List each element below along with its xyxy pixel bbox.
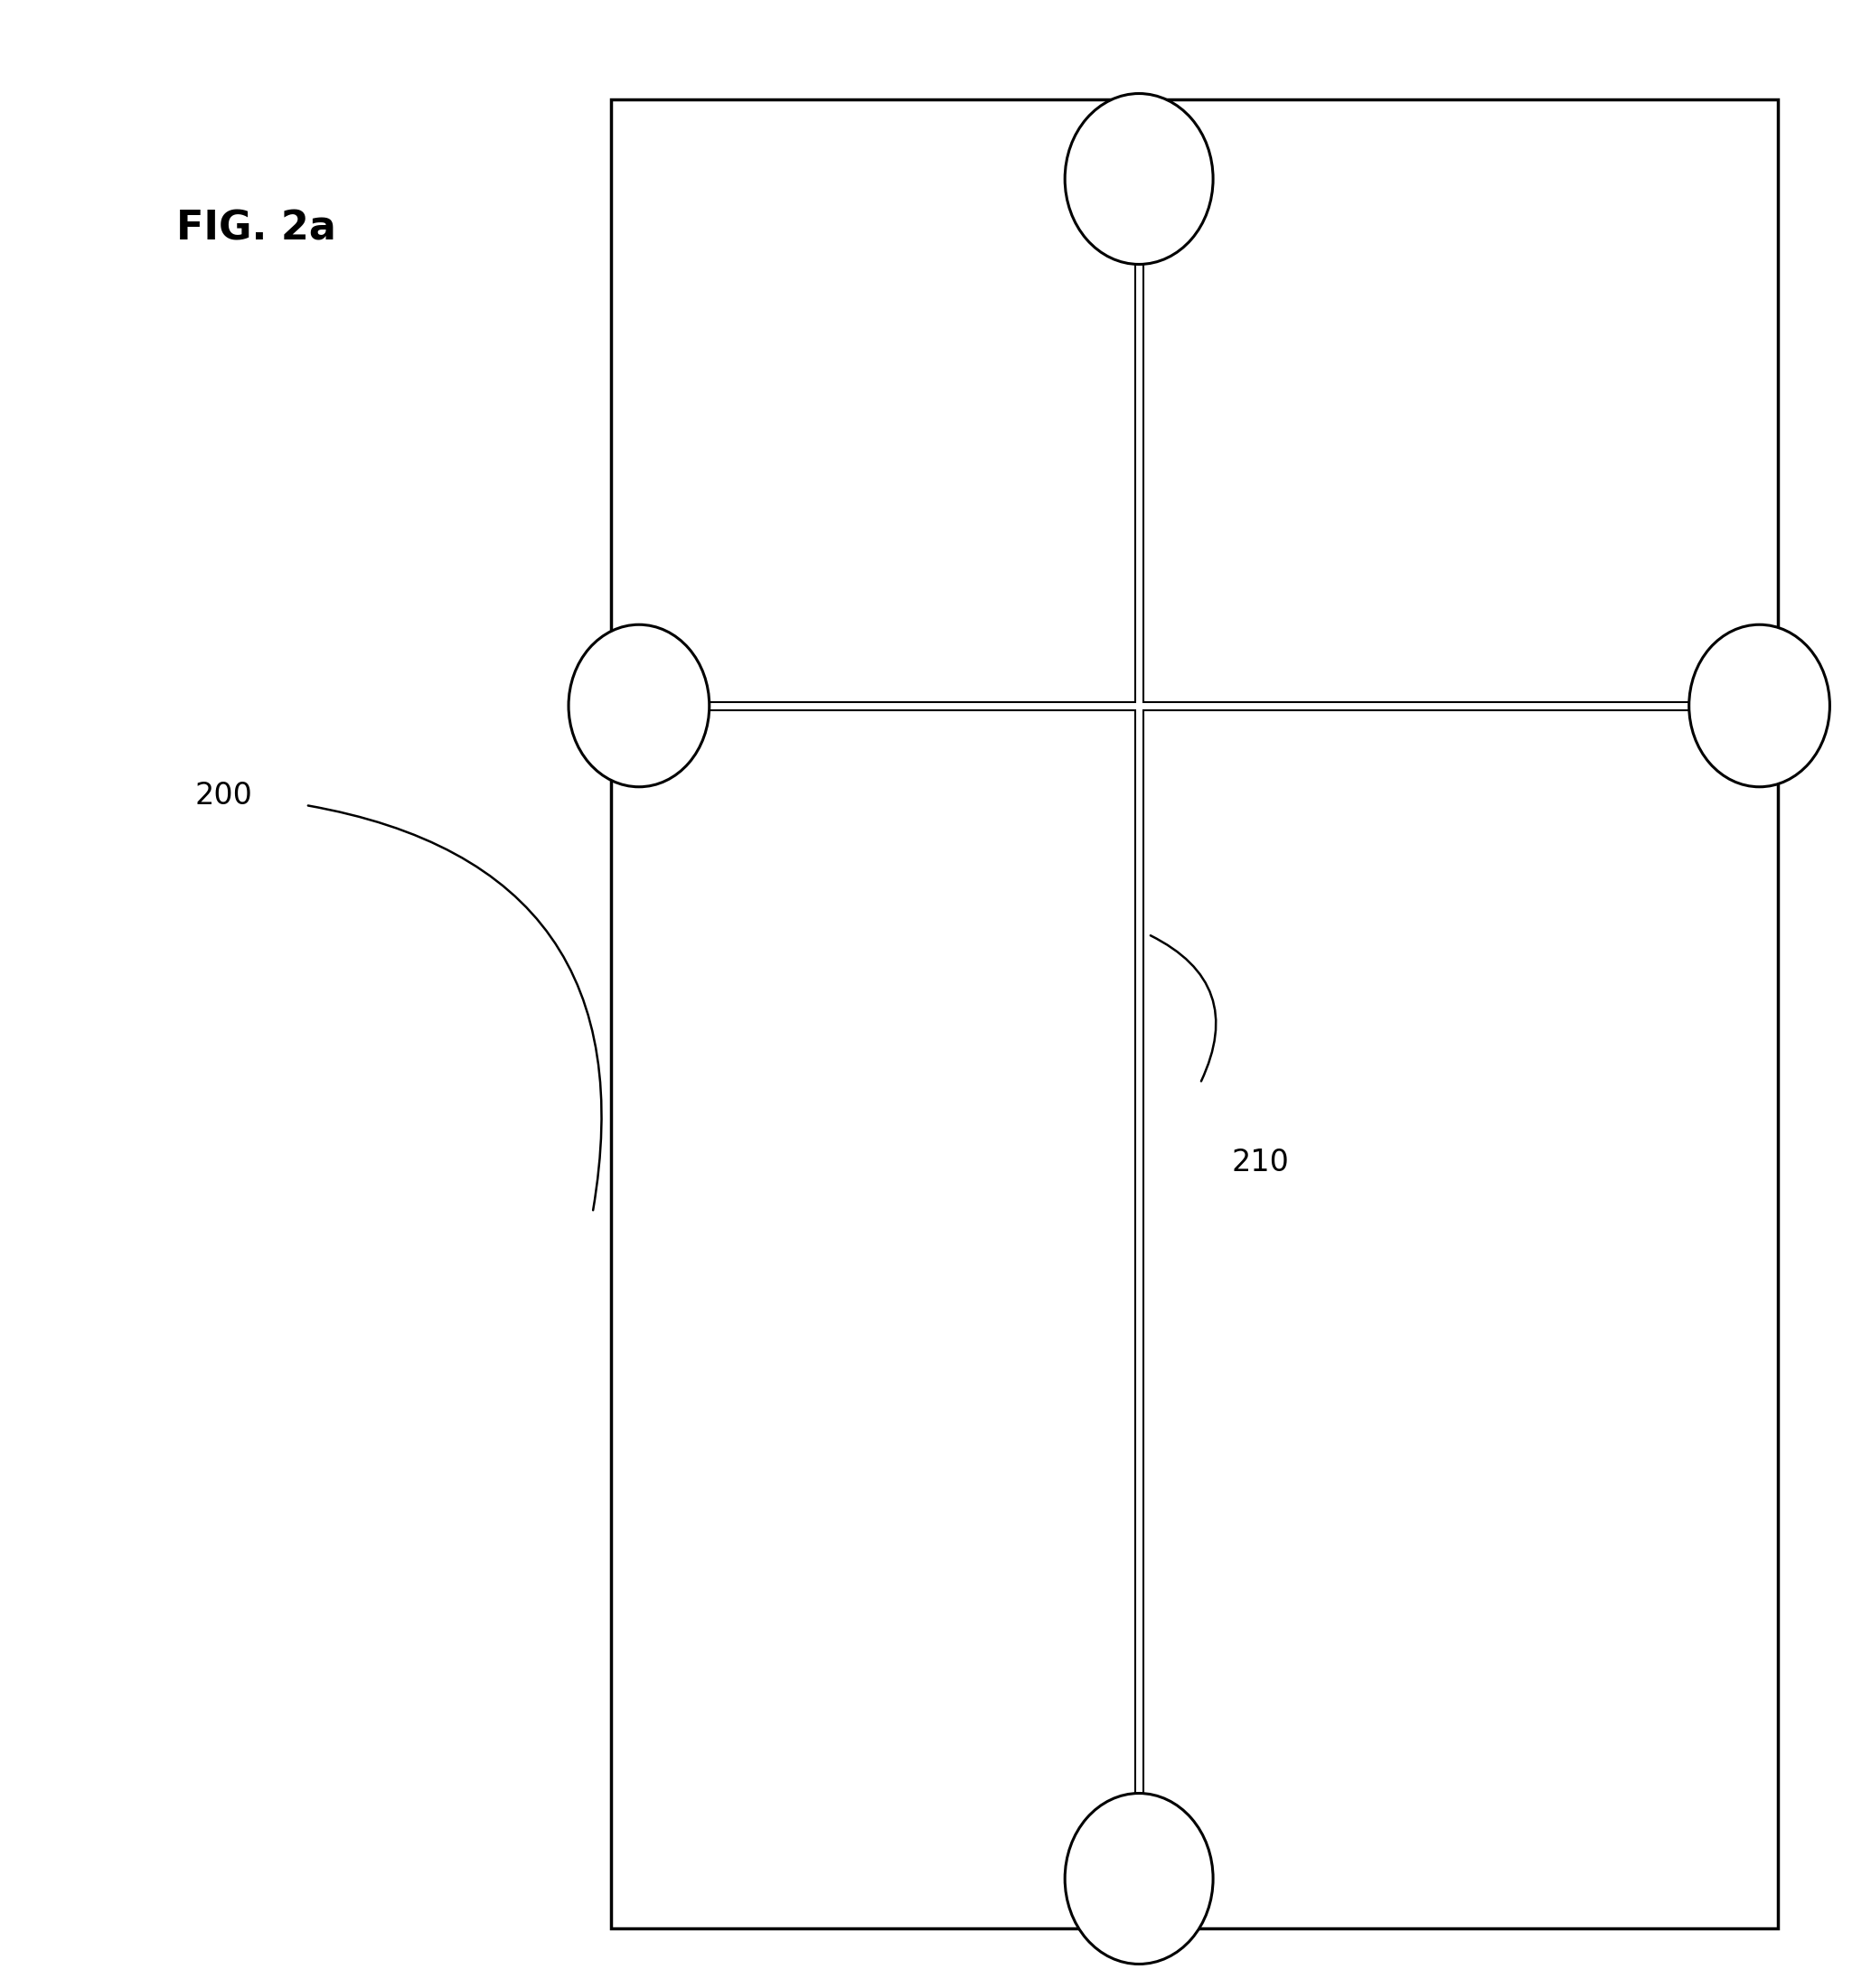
Ellipse shape (1065, 1793, 1213, 1964)
Ellipse shape (1689, 624, 1830, 787)
Text: 200: 200 (194, 779, 252, 811)
Ellipse shape (1065, 93, 1213, 264)
Text: 210: 210 (1232, 1149, 1289, 1177)
FancyBboxPatch shape (611, 99, 1778, 1928)
Text: FIG. 2a: FIG. 2a (176, 209, 335, 248)
Ellipse shape (569, 624, 709, 787)
